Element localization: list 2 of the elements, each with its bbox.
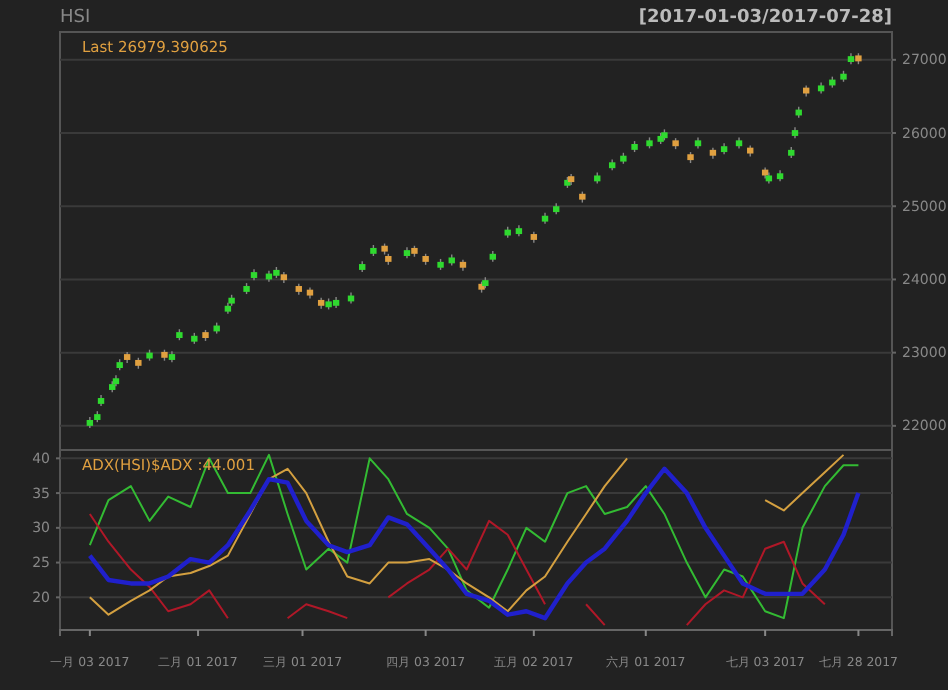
chart-title: HSI — [60, 8, 91, 28]
chart-subtitle: [2017-01-03/2017-07-28] — [638, 8, 892, 28]
